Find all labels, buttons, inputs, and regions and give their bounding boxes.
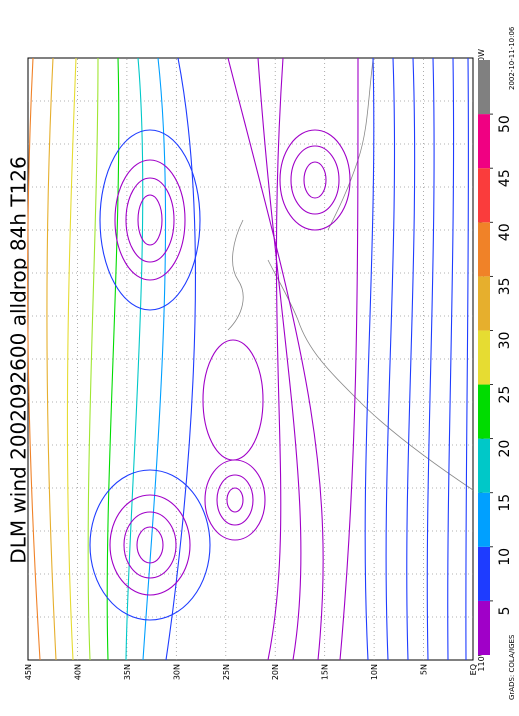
latitude-label: 30N [172, 664, 181, 680]
streamline [226, 487, 244, 513]
streamline [66, 57, 77, 661]
streamline [123, 511, 177, 579]
latitude-label: 35N [123, 664, 132, 680]
coastline [227, 219, 244, 331]
credit: GrADS: COLA/IGES [508, 634, 516, 700]
latitude-label: 10N [370, 664, 379, 680]
colorbar-label: 25 [497, 386, 513, 404]
colorbar-label: 45 [497, 169, 513, 187]
latitude-label: 40N [73, 664, 82, 680]
streamlines [27, 57, 470, 661]
latitude-label: 15N [321, 664, 330, 680]
colorbar-segment [478, 276, 490, 331]
map-title: DLM wind 2002092600 alldrop 84h T126 [7, 156, 31, 563]
streamline [125, 177, 175, 263]
streamline [227, 57, 324, 661]
colorbar-segment [478, 546, 490, 601]
colorbar-segment [478, 114, 490, 169]
colorbar-segment [478, 438, 490, 493]
streamline [46, 57, 57, 661]
streamline [142, 57, 167, 661]
streamline [89, 469, 211, 621]
streamline [257, 57, 302, 661]
streamline [216, 474, 254, 526]
colorbar-label: 20 [497, 440, 513, 458]
streamline [165, 57, 196, 661]
colorbar-segment [478, 492, 490, 547]
streamline [87, 57, 99, 661]
latitude-label: 25N [222, 664, 231, 680]
streamline [267, 57, 284, 661]
longitude-label: 110W [477, 648, 486, 671]
latitude-label: 5N [420, 664, 429, 675]
coastline [267, 259, 474, 491]
colorbar-segment [478, 330, 490, 385]
streamline [339, 57, 359, 661]
streamline [406, 57, 416, 661]
map-area [27, 57, 474, 661]
colorbar-segment [478, 168, 490, 223]
latitude-label: 45N [24, 664, 33, 680]
streamline [202, 339, 264, 461]
streamline [303, 161, 327, 199]
colorbar-label: 30 [497, 332, 513, 350]
streamline [465, 57, 470, 661]
streamline [125, 57, 144, 661]
colorbar-label: 50 [497, 115, 513, 133]
colorbar-segment [478, 222, 490, 277]
streamline [114, 159, 186, 281]
longitude-label: 40W [477, 49, 486, 67]
streamline [290, 145, 340, 215]
streamline [137, 194, 163, 246]
streamline [109, 494, 191, 596]
streamline [136, 526, 164, 564]
streamline [27, 57, 41, 661]
latitude-label: 20N [271, 664, 280, 680]
colorbar-label: 40 [497, 223, 513, 241]
colorbar-label: 35 [497, 277, 513, 295]
latitude-label: EQ [469, 664, 478, 675]
colorbar-label: 15 [497, 494, 513, 512]
streamline [279, 129, 351, 231]
streamline [99, 129, 201, 311]
streamline [426, 57, 435, 661]
colorbar-segment [478, 60, 490, 115]
colorbar-label: 5 [497, 606, 513, 615]
streamline [447, 57, 455, 661]
timestamp: 2002-10-11-10:06 [508, 26, 516, 90]
streamline [364, 57, 375, 661]
streamline [106, 57, 120, 661]
colorbar-label: 10 [497, 548, 513, 566]
colorbar-segment [478, 384, 490, 439]
streamline [385, 57, 396, 661]
colorbar-segment [478, 600, 490, 655]
